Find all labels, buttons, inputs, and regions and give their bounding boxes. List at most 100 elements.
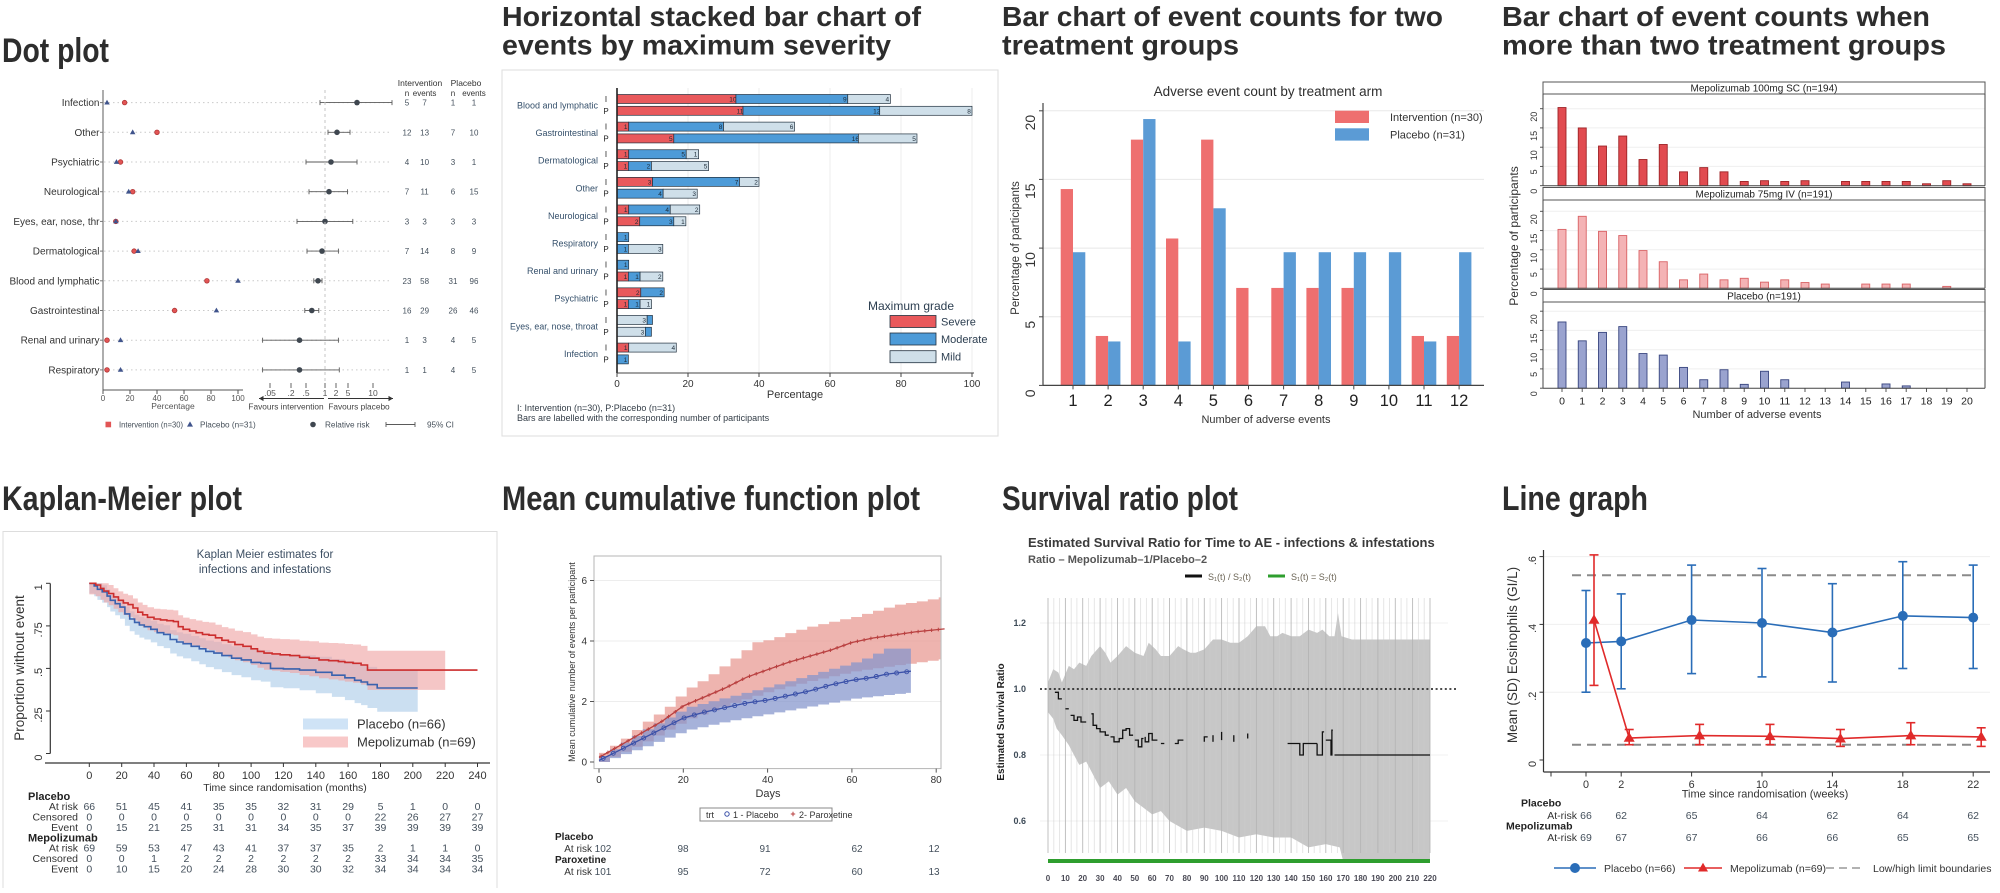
svg-text:1.2: 1.2 (1013, 618, 1026, 628)
svg-text:26: 26 (407, 812, 419, 824)
svg-text:64: 64 (1897, 810, 1909, 822)
svg-text:41: 41 (181, 801, 193, 813)
svg-text:3: 3 (422, 217, 427, 226)
svg-text:35: 35 (342, 843, 354, 855)
svg-text:62: 62 (1967, 810, 1979, 822)
svg-text:0: 0 (86, 822, 92, 834)
svg-text:10: 10 (1529, 353, 1539, 363)
svg-text:1: 1 (151, 853, 157, 865)
svg-text:1: 1 (624, 235, 628, 242)
svg-text:events: events (462, 89, 486, 98)
svg-text:.5: .5 (33, 668, 45, 677)
svg-text:P: P (603, 134, 608, 143)
svg-text:2: 2 (378, 843, 384, 855)
svg-text:34: 34 (472, 864, 484, 876)
svg-text:Number of adverse events: Number of adverse events (1692, 409, 1822, 421)
svg-text:19: 19 (1941, 396, 1953, 408)
svg-text:13: 13 (928, 867, 940, 878)
svg-text:10: 10 (470, 128, 479, 137)
svg-text:Respiratory: Respiratory (48, 365, 99, 376)
svg-text:10: 10 (1380, 392, 1398, 410)
svg-text:Line graph: Line graph (1502, 480, 1648, 518)
svg-text:0: 0 (1529, 189, 1539, 194)
svg-text:I: I (605, 123, 607, 132)
svg-text:Ratio – Mepolizumab–1/Placebo–: Ratio – Mepolizumab–1/Placebo–2 (1028, 554, 1207, 566)
svg-text:2: 2 (183, 853, 189, 865)
svg-text:0.6: 0.6 (1013, 816, 1026, 826)
svg-text:20: 20 (181, 864, 193, 876)
svg-text:5: 5 (704, 164, 708, 171)
svg-text:69: 69 (1580, 832, 1592, 844)
svg-text:1: 1 (624, 207, 628, 214)
svg-text:3: 3 (1620, 396, 1626, 408)
svg-text:190: 190 (1371, 874, 1385, 883)
svg-text:101: 101 (595, 867, 612, 878)
svg-text:Gastrointestinal: Gastrointestinal (30, 306, 99, 317)
svg-text:210: 210 (1406, 874, 1420, 883)
svg-text:14: 14 (1826, 779, 1838, 791)
svg-text:4: 4 (665, 207, 669, 214)
svg-text:Psychiatric: Psychiatric (554, 294, 598, 304)
svg-text:95% CI: 95% CI (427, 421, 454, 430)
svg-text:65: 65 (1967, 832, 1979, 844)
svg-text:30: 30 (278, 864, 290, 876)
svg-text:60: 60 (180, 770, 192, 782)
svg-text:Other: Other (575, 183, 598, 193)
svg-text:60: 60 (1148, 874, 1157, 883)
svg-text:32: 32 (342, 864, 354, 876)
svg-text:8: 8 (967, 108, 971, 115)
svg-text:15: 15 (1529, 333, 1539, 343)
svg-text:7: 7 (405, 247, 410, 256)
svg-text:Placebo (n=66): Placebo (n=66) (1604, 863, 1676, 875)
svg-text:15: 15 (148, 864, 160, 876)
svg-text:5: 5 (1022, 321, 1038, 329)
svg-text:12: 12 (1799, 396, 1811, 408)
svg-text:20: 20 (1078, 874, 1087, 883)
svg-text:P: P (603, 300, 608, 309)
svg-text:3: 3 (472, 217, 477, 226)
svg-text:20: 20 (126, 394, 135, 403)
svg-text:I: I (605, 316, 607, 325)
svg-text:67: 67 (1686, 832, 1698, 844)
svg-text:Percentage of participants: Percentage of participants (1010, 181, 1022, 315)
svg-text:40: 40 (153, 394, 162, 403)
svg-text:0: 0 (345, 812, 351, 824)
svg-text:1: 1 (410, 843, 416, 855)
svg-text:5: 5 (1529, 169, 1539, 174)
svg-text:53: 53 (148, 843, 160, 855)
svg-text:0: 0 (280, 812, 286, 824)
svg-text:5: 5 (1529, 372, 1539, 377)
svg-text:32: 32 (278, 801, 290, 813)
svg-text:6: 6 (581, 576, 587, 587)
svg-text:5: 5 (1529, 272, 1539, 277)
svg-text:0: 0 (614, 379, 620, 390)
svg-text:30: 30 (310, 864, 322, 876)
svg-text:Estimated Survival Ratio: Estimated Survival Ratio (996, 663, 1007, 780)
svg-text:22: 22 (1967, 779, 1979, 791)
svg-text:14: 14 (420, 247, 429, 256)
svg-text:40: 40 (1113, 874, 1122, 883)
svg-text:66: 66 (83, 801, 95, 813)
svg-text:7: 7 (1701, 396, 1707, 408)
svg-text:21: 21 (148, 822, 160, 834)
svg-text:15: 15 (116, 822, 128, 834)
svg-text:100: 100 (242, 770, 260, 782)
svg-text:2: 2 (581, 697, 587, 708)
svg-text:11: 11 (737, 108, 744, 115)
svg-text:66: 66 (1827, 832, 1839, 844)
svg-text:P: P (603, 245, 608, 254)
svg-text:15: 15 (470, 188, 479, 197)
svg-text:Mild: Mild (941, 352, 961, 364)
svg-text:2: 2 (1104, 392, 1113, 410)
svg-text:4: 4 (1174, 392, 1183, 410)
svg-text:Gastrointestinal: Gastrointestinal (535, 128, 598, 138)
svg-text:31: 31 (245, 822, 257, 834)
svg-text:4: 4 (1640, 396, 1646, 408)
svg-text:18: 18 (1921, 396, 1933, 408)
svg-text:Placebo: Placebo (28, 791, 70, 803)
svg-text:12: 12 (928, 844, 940, 855)
svg-text:Mean cumulative number of even: Mean cumulative number of events per par… (567, 562, 577, 762)
svg-text:1: 1 (33, 584, 45, 590)
svg-text:5: 5 (1660, 396, 1666, 408)
svg-text:0: 0 (248, 812, 254, 824)
